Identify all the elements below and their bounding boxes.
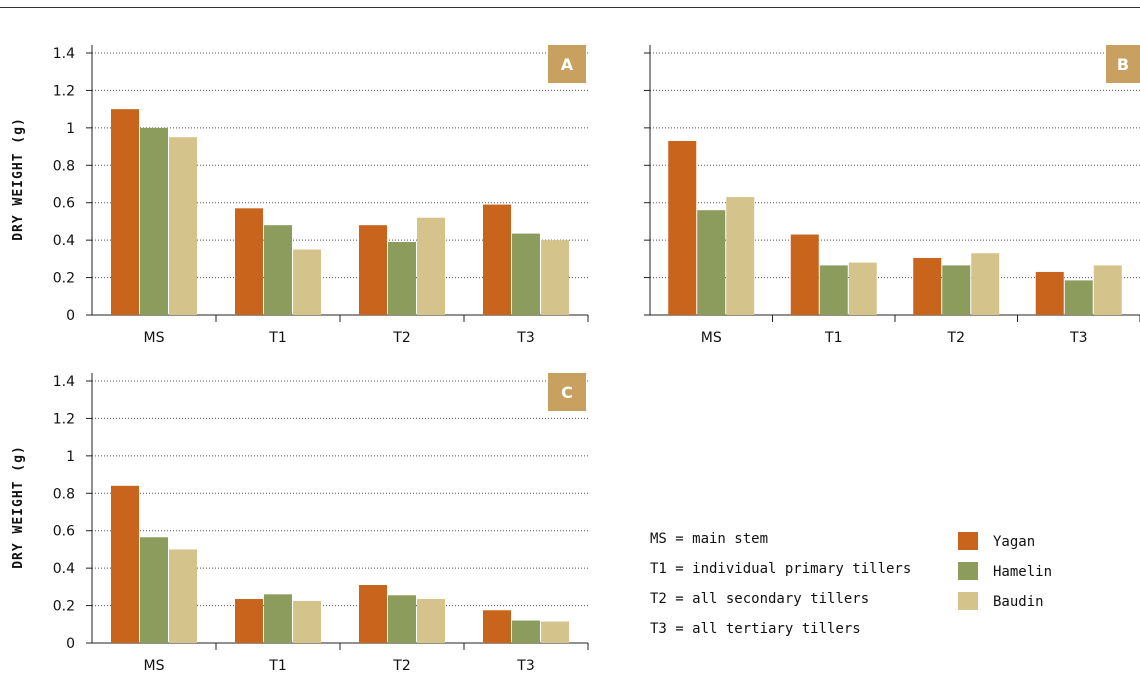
y-tick-label: 0.2: [53, 271, 75, 287]
x-category-label: T2: [947, 330, 965, 346]
x-category-label: MS: [144, 330, 165, 346]
panel-badge-label: A: [561, 55, 574, 74]
y-tick-label: 1.4: [53, 374, 75, 390]
bar-baudin-t2: [971, 253, 1000, 315]
bar-baudin-t3: [1093, 265, 1122, 315]
bar-hamelin-ms: [140, 127, 168, 315]
legend-definition: MS = main stem: [650, 531, 768, 547]
y-tick-label: 1.2: [53, 411, 75, 427]
chart-panel-B: MS T1 T2 T3 B: [644, 45, 1140, 346]
bar-hamelin-t1: [819, 265, 848, 315]
legend-definition: T3 = all tertiary tillers: [650, 621, 861, 637]
bar-baudin-ms: [169, 549, 197, 643]
bar-hamelin-t2: [942, 265, 971, 315]
y-tick-label: 1.4: [53, 46, 75, 62]
legend: MS = main stem T1 = individual primary ti…: [650, 531, 1052, 637]
x-category-label: T1: [268, 330, 286, 346]
x-category-label: MS: [144, 658, 165, 674]
panel-badge: [548, 45, 586, 83]
bar-baudin-t1: [848, 262, 877, 315]
x-category-label: MS: [701, 330, 722, 346]
bar-yagan-t3: [483, 610, 511, 643]
bar-hamelin-ms: [140, 537, 168, 643]
bar-baudin-t2: [417, 217, 445, 315]
y-tick-label: 1: [66, 121, 75, 137]
bar-baudin-ms: [726, 197, 755, 315]
top-rule: [0, 7, 1140, 8]
bar-yagan-ms: [111, 109, 139, 316]
y-axis-label: DRY WEIGHT (g): [11, 445, 26, 569]
chart-panel-A: 0 0.2 0.4 0.6 0.8 1 1.2 1.4 MS T1 T2 T3 DRY WEIGHT (…: [11, 45, 589, 346]
y-tick-label: 1.2: [53, 83, 75, 99]
bar-yagan-t2: [359, 225, 387, 315]
legend-swatch-baudin: [958, 592, 978, 610]
bar-hamelin-t2: [388, 595, 416, 643]
x-category-label: T2: [392, 330, 410, 346]
legend-definition: T2 = all secondary tillers: [650, 591, 869, 607]
bar-baudin-t2: [417, 599, 445, 643]
y-tick-label: 1: [66, 449, 75, 465]
bar-yagan-ms: [668, 140, 697, 315]
y-tick-label: 0.4: [53, 561, 75, 577]
y-tick-label: 0.8: [53, 486, 75, 502]
bar-hamelin-t2: [388, 242, 416, 315]
legend-series-label: Hamelin: [993, 564, 1052, 580]
bar-hamelin-t1: [264, 225, 292, 315]
panel-badge: [1106, 45, 1140, 83]
panel-badge: [548, 373, 586, 411]
bar-baudin-t1: [293, 600, 321, 643]
chart-panel-C: 0 0.2 0.4 0.6 0.8 1 1.2 1.4 MS T1 T2 T3 DRY WEIGHT (…: [11, 373, 589, 674]
bar-yagan-t3: [483, 204, 511, 315]
bar-baudin-ms: [169, 137, 197, 315]
bar-baudin-t3: [541, 621, 569, 643]
y-tick-label: 0.6: [53, 196, 75, 212]
y-tick-label: 0.6: [53, 524, 75, 540]
bar-yagan-t1: [790, 234, 819, 315]
bar-baudin-t3: [541, 240, 569, 315]
x-category-label: T1: [268, 658, 286, 674]
y-tick-label: 0.4: [53, 233, 75, 249]
bar-yagan-t3: [1035, 271, 1064, 315]
bar-yagan-t1: [235, 599, 263, 643]
bar-yagan-t2: [913, 257, 942, 315]
legend-swatch-yagan: [958, 532, 978, 550]
panel-badge-label: C: [561, 383, 573, 402]
y-tick-label: 0.2: [53, 599, 75, 615]
legend-series-label: Yagan: [993, 534, 1035, 550]
y-tick-label: 0: [66, 636, 75, 652]
bar-yagan-t1: [235, 208, 263, 315]
bar-hamelin-t3: [512, 620, 540, 643]
legend-series-label: Baudin: [993, 594, 1044, 610]
x-category-label: T2: [392, 658, 410, 674]
bar-hamelin-t1: [264, 594, 292, 643]
bar-hamelin-ms: [697, 210, 726, 315]
bar-yagan-ms: [111, 485, 139, 643]
y-tick-label: 0.8: [53, 158, 75, 174]
legend-definition: T1 = individual primary tillers: [650, 561, 911, 577]
y-tick-label: 0: [66, 308, 75, 324]
x-category-label: T3: [516, 330, 534, 346]
panel-badge-label: B: [1117, 55, 1129, 74]
x-category-label: T1: [824, 330, 842, 346]
bar-hamelin-t3: [1064, 280, 1093, 315]
x-category-label: T3: [516, 658, 534, 674]
y-axis-label: DRY WEIGHT (g): [11, 117, 26, 241]
x-category-label: T3: [1069, 330, 1087, 346]
bar-yagan-t2: [359, 584, 387, 643]
bar-baudin-t1: [293, 249, 321, 315]
bar-hamelin-t3: [512, 233, 540, 315]
legend-swatch-hamelin: [958, 562, 978, 580]
